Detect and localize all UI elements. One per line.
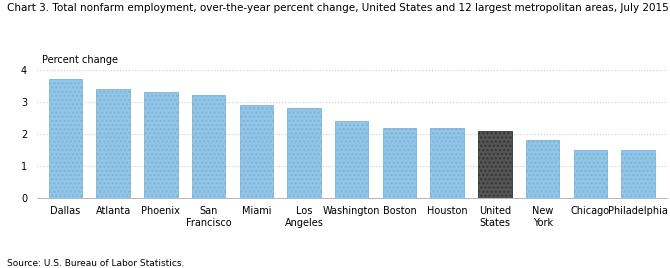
Text: Percent change: Percent change (42, 55, 118, 65)
Bar (335, 121, 368, 198)
Text: Source: U.S. Bureau of Labor Statistics.: Source: U.S. Bureau of Labor Statistics. (7, 259, 184, 268)
Bar (478, 131, 512, 198)
Bar (144, 92, 178, 198)
Bar (526, 140, 559, 198)
Bar (240, 105, 273, 198)
Bar (49, 79, 82, 198)
Bar (574, 150, 607, 198)
Bar (287, 108, 321, 198)
Text: Chart 3. Total nonfarm employment, over-the-year percent change, United States a: Chart 3. Total nonfarm employment, over-… (7, 3, 669, 13)
Bar (383, 128, 416, 198)
Bar (96, 89, 130, 198)
Bar (431, 128, 464, 198)
Bar (621, 150, 655, 198)
Bar (192, 95, 225, 198)
